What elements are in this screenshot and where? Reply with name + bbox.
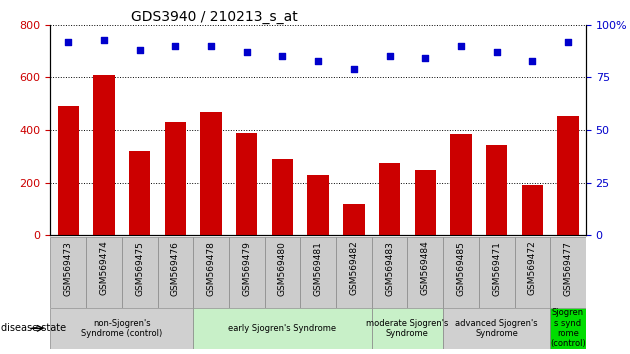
Point (527, 58, 537, 63)
Text: GSM569475: GSM569475 (135, 241, 144, 296)
Bar (450, 134, 472, 235)
Text: GSM569482: GSM569482 (350, 241, 358, 296)
Bar (236, 133, 258, 235)
Text: GSM569481: GSM569481 (314, 241, 323, 296)
Bar (265, 237, 301, 308)
Bar (372, 308, 443, 349)
Bar (415, 170, 436, 235)
Bar (336, 237, 372, 308)
Text: GSM569480: GSM569480 (278, 241, 287, 296)
Text: GSM569483: GSM569483 (385, 241, 394, 296)
Text: non-Sjogren's
Syndrome (control): non-Sjogren's Syndrome (control) (81, 319, 163, 338)
Text: disease state: disease state (1, 323, 66, 333)
Text: GSM569474: GSM569474 (100, 241, 108, 296)
Text: GSM569479: GSM569479 (243, 241, 251, 296)
Bar (479, 237, 515, 308)
Bar (200, 112, 222, 235)
Bar (164, 122, 186, 235)
Bar (193, 308, 372, 349)
Point (206, 43, 216, 49)
Bar (550, 308, 586, 349)
Text: advanced Sjogren's
Syndrome: advanced Sjogren's Syndrome (455, 319, 538, 338)
Text: GDS3940 / 210213_s_at: GDS3940 / 210213_s_at (131, 10, 297, 24)
Bar (301, 237, 336, 308)
Bar (86, 237, 122, 308)
Point (277, 53, 287, 59)
Point (63, 39, 73, 45)
Bar (93, 75, 115, 235)
Text: GSM569485: GSM569485 (457, 241, 466, 296)
Text: moderate Sjogren's
Syndrome: moderate Sjogren's Syndrome (366, 319, 449, 338)
Bar (343, 204, 365, 235)
Text: GSM569484: GSM569484 (421, 241, 430, 296)
Bar (272, 159, 293, 235)
Text: GSM569472: GSM569472 (528, 241, 537, 296)
Bar (550, 237, 586, 308)
Point (456, 43, 466, 49)
Bar (50, 237, 86, 308)
Point (313, 58, 323, 63)
Text: GSM569477: GSM569477 (564, 241, 573, 296)
Bar (515, 237, 550, 308)
Bar (129, 151, 151, 235)
Bar (522, 185, 543, 235)
Bar (57, 107, 79, 235)
Text: GSM569471: GSM569471 (492, 241, 501, 296)
Bar (193, 237, 229, 308)
Point (563, 39, 573, 45)
Point (242, 49, 252, 55)
Text: Sjogren
s synd
rome
(control): Sjogren s synd rome (control) (550, 308, 586, 348)
Point (99, 37, 109, 42)
Point (420, 56, 430, 61)
Text: early Sjogren's Syndrome: early Sjogren's Syndrome (229, 324, 336, 333)
Bar (443, 237, 479, 308)
Bar (307, 175, 329, 235)
Bar (158, 237, 193, 308)
Point (349, 66, 359, 72)
Bar (372, 237, 408, 308)
Text: GSM569473: GSM569473 (64, 241, 72, 296)
Bar (122, 237, 158, 308)
Bar (379, 163, 400, 235)
Text: GSM569478: GSM569478 (207, 241, 215, 296)
Bar (50, 308, 193, 349)
Bar (408, 237, 443, 308)
Point (384, 53, 394, 59)
Text: GSM569476: GSM569476 (171, 241, 180, 296)
Point (491, 49, 501, 55)
Bar (558, 116, 579, 235)
Bar (486, 144, 507, 235)
Bar (443, 308, 550, 349)
Point (135, 47, 145, 53)
Bar (229, 237, 265, 308)
Point (170, 43, 180, 49)
